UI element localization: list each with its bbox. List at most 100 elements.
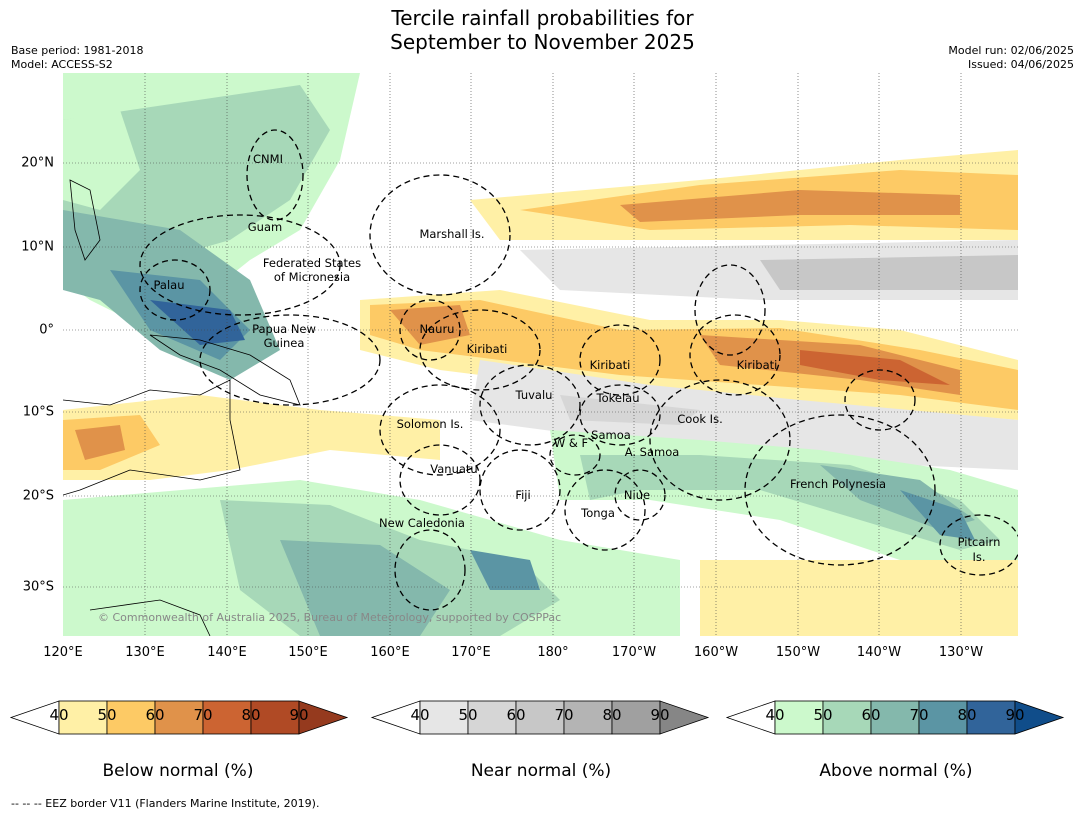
colorbar-tick-label: 60	[506, 706, 526, 724]
colorbar-title-above: Above normal (%)	[819, 761, 973, 781]
label-kiribati-c: Kiribati	[590, 358, 631, 372]
label-wf: W & F	[554, 436, 588, 450]
label-palau: Palau	[154, 278, 185, 292]
colorbar-segment	[822, 700, 872, 735]
colorbar-tick-label: 70	[554, 706, 574, 724]
grid-lines	[63, 73, 1018, 636]
label-fiji: Fiji	[515, 488, 530, 502]
colorbar-tick-label: 50	[458, 706, 478, 724]
label-png-1: Papua New	[252, 322, 316, 336]
label-nauru: Nauru	[420, 322, 455, 336]
colorbar-near-normal	[370, 700, 710, 735]
rainfall-map: CNMI Guam Federated States of Micronesia…	[63, 73, 1018, 636]
colorbar-tick-label: 70	[909, 706, 929, 724]
colorbar-segment	[202, 700, 252, 735]
issued-date: Issued: 04/06/2025	[967, 58, 1074, 71]
colorbar-tick-label: 90	[650, 706, 670, 724]
label-cook: Cook Is.	[677, 412, 722, 426]
lon-label: 180°	[537, 645, 569, 660]
label-marshall: Marshall Is.	[419, 227, 484, 241]
colorbar-tick-label: 80	[957, 706, 977, 724]
lon-label: 170°E	[451, 645, 491, 660]
colorbar-tick-label: 50	[97, 706, 117, 724]
colorbar-below-normal	[9, 700, 349, 735]
label-fsm-1: Federated States	[263, 256, 361, 270]
lon-label: 150°W	[775, 645, 821, 660]
lat-label: 20°N	[21, 155, 54, 171]
label-vanuatu: Vanuatu	[430, 462, 477, 476]
lon-label: 120°E	[43, 645, 83, 660]
label-guam: Guam	[248, 220, 282, 234]
label-tonga: Tonga	[580, 506, 615, 520]
colorbars	[9, 700, 1065, 735]
lon-label: 140°W	[856, 645, 902, 660]
colorbar-tick-label: 60	[861, 706, 881, 724]
lon-label: 150°E	[288, 645, 328, 660]
label-kiribati-w: Kiribati	[467, 342, 508, 356]
lon-label: 160°W	[693, 645, 739, 660]
colorbar-segment	[419, 700, 469, 735]
copyright-text: © Commonwealth of Australia 2025, Bureau…	[98, 611, 561, 624]
lat-label: 20°S	[22, 488, 54, 504]
colorbar-tick-label: 90	[289, 706, 309, 724]
meta-left: Base period: 1981-2018 Model: ACCESS-S2	[11, 44, 143, 72]
colorbar-tick-label: 80	[241, 706, 261, 724]
label-pitcairn-2: Is.	[972, 550, 985, 564]
base-period: Base period: 1981-2018	[11, 44, 144, 57]
region-labels: CNMI Guam Federated States of Micronesia…	[98, 152, 1000, 624]
colorbar-title-near: Near normal (%)	[470, 761, 612, 781]
colorbar-segment	[58, 700, 108, 735]
lat-label: 10°S	[22, 404, 54, 420]
colorbar-tick-label: 50	[813, 706, 833, 724]
colorbar-tick-label: 80	[602, 706, 622, 724]
label-french-polynesia: French Polynesia	[790, 477, 886, 491]
colorbar-segment	[870, 700, 920, 735]
colorbar-segment	[250, 700, 300, 735]
colorbar-tick-label: 40	[410, 706, 430, 724]
colorbar-tick-label: 40	[49, 706, 69, 724]
lat-label: 10°N	[21, 239, 54, 255]
colorbar-segment	[154, 700, 204, 735]
colorbar-tick-label: 90	[1005, 706, 1025, 724]
lon-label: 130°W	[938, 645, 984, 660]
label-asamoa: A. Samoa	[625, 445, 680, 459]
colorbar-extend-high	[1014, 700, 1065, 735]
meta-right: Model run: 02/06/2025 Issued: 04/06/2025	[948, 44, 1074, 72]
colorbar-extend-high	[298, 700, 349, 735]
lon-label: 130°E	[125, 645, 165, 660]
title-line-2: September to November 2025	[390, 30, 695, 54]
lat-label: 30°S	[22, 579, 54, 595]
colorbar-tick-label: 70	[193, 706, 213, 724]
colorbar-segment	[918, 700, 968, 735]
colorbar-extend-high	[659, 700, 710, 735]
label-niue: Niue	[624, 488, 650, 502]
map-field	[63, 73, 1018, 636]
colorbar-segment	[774, 700, 824, 735]
label-samoa: Samoa	[591, 428, 631, 442]
label-tokelau: Tokelau	[596, 391, 640, 405]
colorbar-segment	[611, 700, 661, 735]
eez-footnote: -- -- -- EEZ border V11 (Flanders Marine…	[11, 797, 320, 810]
lat-label: 0°	[39, 322, 54, 338]
model-name: Model: ACCESS-S2	[11, 58, 113, 71]
colorbar-above-normal	[725, 700, 1065, 735]
chart-title: Tercile rainfall probabilities for Septe…	[0, 6, 1085, 54]
lon-label: 170°W	[611, 645, 657, 660]
colorbar-tick-label: 40	[765, 706, 785, 724]
lon-label: 140°E	[207, 645, 247, 660]
label-new-caledonia: New Caledonia	[379, 516, 465, 530]
label-fsm-2: of Micronesia	[274, 270, 350, 284]
colorbar-segment	[563, 700, 613, 735]
colorbar-title-below: Below normal (%)	[102, 761, 254, 781]
label-cnmi: CNMI	[253, 152, 283, 166]
lon-label: 160°E	[370, 645, 410, 660]
colorbar-segment	[515, 700, 565, 735]
model-run: Model run: 02/06/2025	[948, 44, 1074, 57]
label-kiribati-e: Kiribati	[737, 358, 778, 372]
label-tuvalu: Tuvalu	[515, 388, 553, 402]
colorbar-tick-label: 60	[145, 706, 165, 724]
title-line-1: Tercile rainfall probabilities for	[391, 6, 694, 30]
label-solomon: Solomon Is.	[397, 417, 464, 431]
label-pitcairn-1: Pitcairn	[958, 535, 1001, 549]
label-png-2: Guinea	[264, 336, 305, 350]
